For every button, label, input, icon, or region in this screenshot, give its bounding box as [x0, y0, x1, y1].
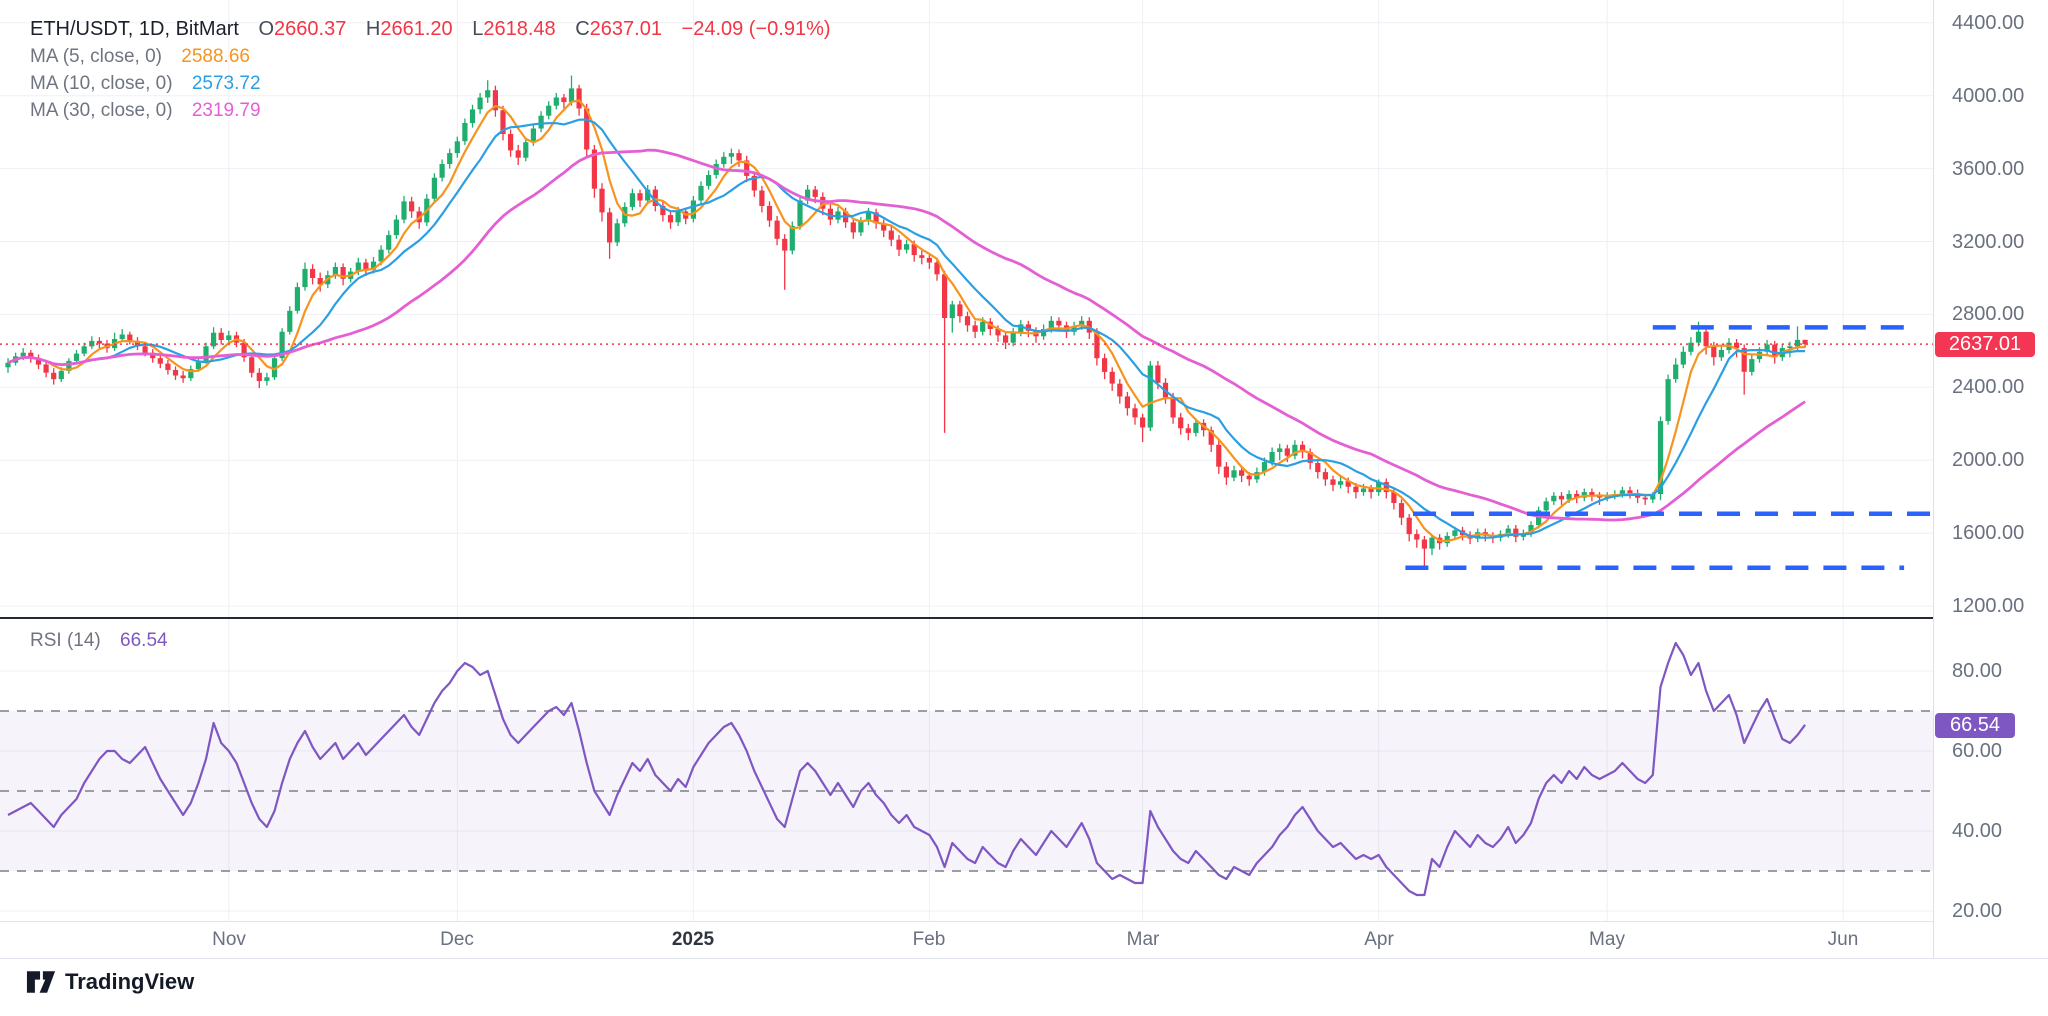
tradingview-brand[interactable]: TradingView — [26, 969, 194, 995]
axis-label: 40.00 — [1952, 820, 2003, 842]
ma5-legend-row[interactable]: MA (5, close, 0) 2588.66 — [30, 43, 831, 70]
rsi-line[interactable] — [7, 641, 1806, 897]
time-axis-label: Jun — [1827, 929, 1859, 950]
close-value: 2637.01 — [589, 18, 662, 40]
axis-label: 4000.00 — [1952, 84, 2025, 107]
price-scale[interactable]: 2637.01 66.54 4400.00 4000.00 3600.00 3200.… — [1933, 0, 2048, 958]
ma-5-line[interactable] — [7, 99, 1806, 543]
axis-label: 1600.00 — [1952, 522, 2025, 545]
symbol-legend: ETH/USDT, 1D, BitMart O2660.37 H2661.20 … — [30, 16, 831, 124]
candles — [5, 75, 1808, 566]
ma5-label: MA (5, close, 0) — [30, 46, 162, 67]
low-label: L — [472, 18, 484, 40]
open-value: 2660.37 — [274, 18, 347, 40]
rsi-legend-row[interactable]: RSI (14) 66.54 — [30, 630, 168, 652]
time-axis-label: Feb — [912, 929, 946, 950]
symbol-info-row[interactable]: ETH/USDT, 1D, BitMart O2660.37 H2661.20 … — [30, 16, 831, 43]
time-axis[interactable]: Nov Dec 2025 Feb Mar Apr May Jun — [0, 922, 1933, 958]
rsi-value: 66.54 — [120, 630, 168, 651]
open-label: O — [258, 18, 275, 40]
time-axis-label: Apr — [1364, 929, 1394, 950]
axis-label: 2800.00 — [1952, 303, 2025, 326]
rsi-band — [0, 711, 1933, 871]
axis-label: 1200.00 — [1952, 595, 2025, 618]
ma30-legend-row[interactable]: MA (30, close, 0) 2319.79 — [30, 97, 831, 124]
ma10-label: MA (10, close, 0) — [30, 73, 173, 94]
axis-label: 80.00 — [1952, 660, 2003, 682]
axis-label: 3200.00 — [1952, 230, 2025, 253]
time-axis-label: 2025 — [671, 929, 715, 950]
time-axis-label: Dec — [440, 929, 474, 950]
time-axis-label: Nov — [212, 929, 246, 950]
chart-canvas[interactable] — [0, 0, 1933, 921]
axis-label: 3600.00 — [1952, 157, 2025, 180]
rsi-label: RSI (14) — [30, 630, 101, 651]
rsi-pane-bottom-border — [0, 921, 2048, 922]
close-label: C — [575, 18, 590, 40]
axis-label: 20.00 — [1952, 900, 2003, 922]
ma10-value: 2573.72 — [191, 73, 261, 94]
tradingview-logo-icon — [26, 971, 56, 993]
ma-30-line[interactable] — [7, 148, 1806, 522]
ma-10-line[interactable] — [7, 118, 1806, 539]
time-axis-bottom-border — [0, 958, 2048, 959]
time-axis-label: May — [1589, 929, 1625, 950]
axis-label: 2000.00 — [1952, 449, 2025, 472]
axis-label: 60.00 — [1952, 740, 2003, 762]
axis-label: 4400.00 — [1952, 11, 2025, 34]
rsi-badge: 66.54 — [1935, 713, 2015, 738]
price-badge: 2637.01 — [1935, 332, 2035, 357]
symbol-title[interactable]: ETH/USDT, 1D, BitMart — [30, 18, 239, 40]
high-value: 2661.20 — [380, 18, 453, 40]
high-label: H — [365, 18, 381, 40]
time-axis-label: Mar — [1126, 929, 1160, 950]
low-value: 2618.48 — [483, 18, 556, 40]
ma10-legend-row[interactable]: MA (10, close, 0) 2573.72 — [30, 70, 831, 97]
change-value: −24.09 (−0.91%) — [681, 18, 831, 40]
brand-name: TradingView — [65, 969, 195, 994]
pane-separator[interactable] — [0, 617, 2048, 619]
ma30-label: MA (30, close, 0) — [30, 100, 173, 121]
ma5-value: 2588.66 — [181, 46, 250, 67]
ma30-value: 2319.79 — [191, 100, 261, 121]
axis-label: 2400.00 — [1952, 376, 2025, 399]
